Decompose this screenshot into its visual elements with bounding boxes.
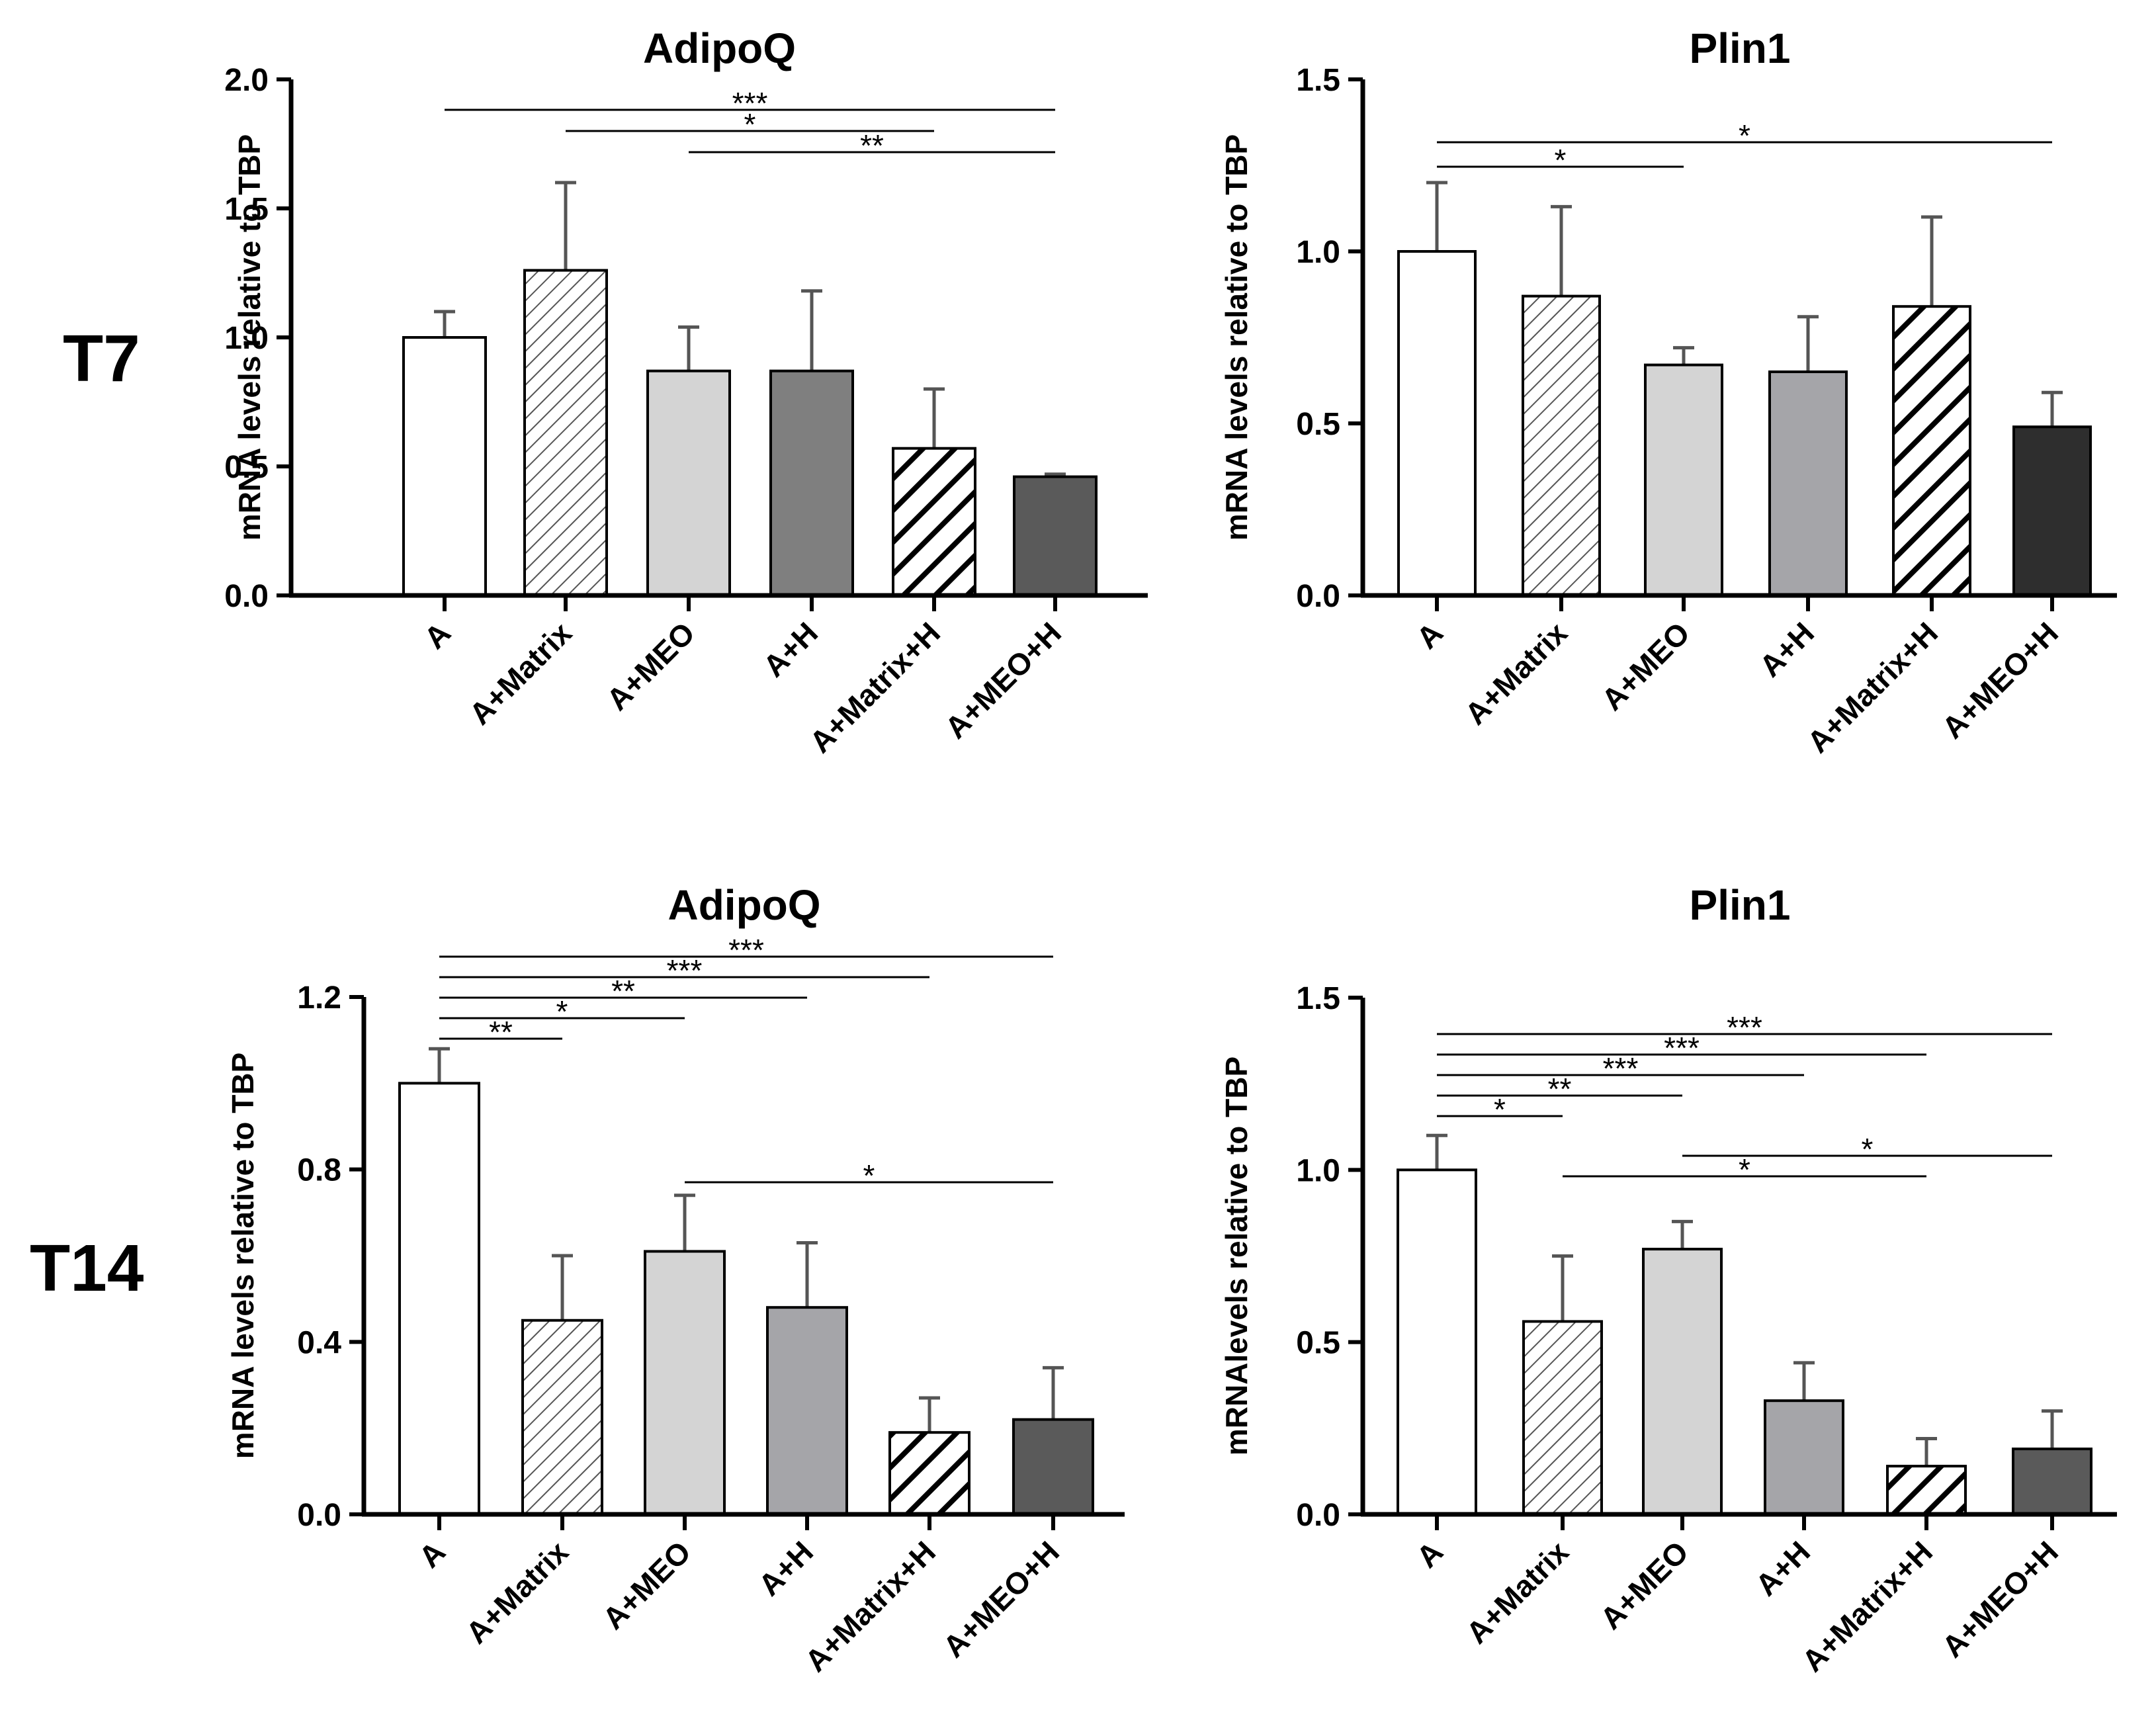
chart-2: AdipoQ mRNA levels relative to TBP 0.0 0.4 0…: [226, 881, 1125, 1678]
x-tick-label: A+H: [752, 1534, 820, 1602]
significance-label: **: [860, 128, 884, 163]
bar: [2012, 425, 2092, 597]
y-tick-label: 1.2: [297, 980, 341, 1016]
x-tick-label: A+MEO+H: [1935, 1534, 2065, 1664]
y-tick-label: 1.5: [1296, 981, 1340, 1016]
bar: [1013, 475, 1098, 597]
bar: [1768, 370, 1848, 597]
bar: [1642, 1248, 1723, 1516]
y-tick-label: 0.4: [297, 1325, 341, 1360]
x-tick-label: A+MEO+H: [936, 1534, 1066, 1664]
x-tick-label: A: [1410, 1534, 1449, 1574]
x-tick-label: A+MEO: [1594, 1534, 1695, 1635]
significance-label: ***: [728, 933, 764, 967]
x-tick-label: A+MEO: [1595, 615, 1696, 716]
y-tick-label: 1.5: [1296, 63, 1340, 98]
significance-label: *: [1739, 1152, 1750, 1187]
y-axis-label: mRNA levels relative to TBP: [1219, 134, 1254, 541]
x-tick-label: A+MEO+H: [1935, 615, 2065, 745]
bar: [888, 1431, 970, 1516]
x-tick-label: A+H: [756, 615, 824, 683]
significance-label: *: [556, 994, 568, 1029]
x-tick-label: A+Matrix: [1458, 615, 1574, 731]
y-tick-label: 0.0: [1296, 1498, 1340, 1533]
bar: [1892, 305, 1971, 597]
significance-label: ***: [1603, 1051, 1639, 1086]
x-tick-label: A: [1410, 615, 1449, 655]
chart-title: Plin1: [1690, 881, 1791, 929]
x-tick-label: A+Matrix: [462, 615, 578, 731]
bar: [1886, 1465, 1967, 1516]
row-label-t14: T14: [30, 1231, 144, 1305]
x-tick-label: A+MEO+H: [938, 615, 1068, 745]
x-tick-label: A+MEO: [600, 615, 701, 716]
y-tick-label: 0.8: [297, 1153, 341, 1188]
significance-label: *: [863, 1158, 875, 1193]
x-tick-label: A+H: [1748, 1534, 1817, 1602]
x-tick-label: A: [412, 1534, 452, 1574]
significance-label: **: [489, 1015, 513, 1049]
y-tick-label: 0.5: [224, 450, 269, 485]
chart-title: AdipoQ: [643, 24, 796, 72]
y-tick-label: 1.5: [224, 192, 269, 227]
significance-label: **: [1548, 1072, 1572, 1106]
significance-label: *: [1862, 1132, 1874, 1166]
x-tick-label: A+H: [1752, 615, 1821, 683]
significance-label: ***: [1664, 1031, 1700, 1065]
bar: [769, 369, 854, 597]
significance-label: ***: [1727, 1010, 1762, 1045]
bar: [1397, 250, 1477, 597]
chart-3: Plin1 mRNAlevels relative to TBP 0.0 0.5 1.0…: [1219, 881, 2117, 1678]
bar: [402, 336, 487, 597]
chart-title: Plin1: [1690, 24, 1791, 72]
x-tick-label: A: [417, 615, 457, 655]
significance-label: **: [611, 974, 635, 1008]
y-tick-label: 0.0: [224, 579, 269, 614]
chart-0: AdipoQ mRNA levels relative to TBP 0.0 0.5 1…: [224, 24, 1148, 759]
y-tick-label: 1.0: [1296, 235, 1340, 270]
bar: [892, 447, 976, 597]
x-tick-label: A+Matrix+H: [1795, 1534, 1940, 1678]
y-tick-label: 0.5: [1296, 1326, 1340, 1361]
chart-title: AdipoQ: [668, 881, 820, 929]
bar: [644, 1250, 726, 1516]
bar: [766, 1306, 848, 1516]
y-tick-label: 0.0: [1296, 579, 1340, 614]
x-tick-label: A+Matrix: [459, 1534, 575, 1650]
row-label-t7: T7: [63, 322, 140, 396]
x-tick-label: A+Matrix+H: [1801, 615, 1945, 759]
y-axis-label: mRNAlevels relative to TBP: [1219, 1057, 1254, 1455]
x-tick-label: A+Matrix+H: [803, 615, 947, 759]
significance-label: *: [744, 107, 756, 142]
chart-1: Plin1 mRNA levels relative to TBP 0.0 0.5 1.…: [1219, 24, 2117, 759]
y-tick-label: 0.0: [297, 1498, 341, 1533]
x-tick-label: A+Matrix+H: [798, 1534, 943, 1678]
y-tick-label: 1.0: [224, 321, 269, 356]
bar: [1397, 1168, 1477, 1516]
y-tick-label: 2.0: [224, 63, 269, 98]
bar: [1012, 1418, 1094, 1516]
bar: [1764, 1399, 1844, 1516]
bar: [1644, 363, 1723, 597]
bar: [1522, 294, 1601, 597]
bar: [646, 369, 731, 597]
bar: [1522, 1320, 1603, 1516]
y-axis-label: mRNA levels relative to TBP: [232, 134, 267, 541]
bar: [398, 1082, 480, 1516]
bar: [2012, 1448, 2092, 1516]
x-tick-label: A+Matrix: [1459, 1534, 1575, 1650]
significance-label: *: [1494, 1092, 1506, 1127]
y-axis-label: mRNA levels relative to TBP: [226, 1053, 260, 1459]
significance-label: *: [1555, 143, 1567, 177]
y-tick-label: 1.0: [1296, 1153, 1340, 1188]
significance-label: ***: [732, 86, 768, 120]
bar: [523, 269, 608, 597]
significance-label: *: [1739, 118, 1750, 153]
bar: [521, 1319, 603, 1516]
x-tick-label: A+MEO: [596, 1534, 697, 1635]
significance-label: ***: [667, 953, 703, 988]
y-tick-label: 0.5: [1296, 407, 1340, 442]
